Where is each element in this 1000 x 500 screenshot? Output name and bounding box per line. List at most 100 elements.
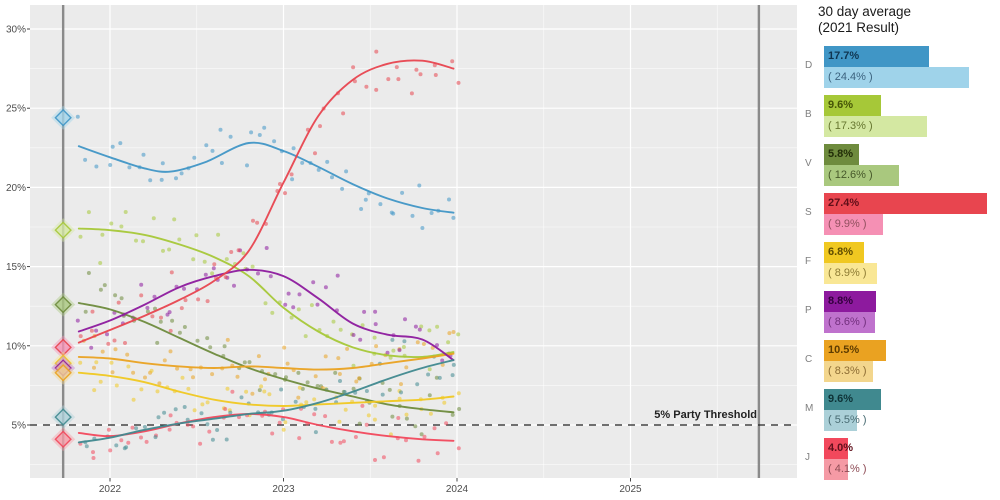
poll-point bbox=[450, 412, 455, 417]
poll-point bbox=[323, 414, 328, 419]
poll-point bbox=[169, 270, 174, 275]
party-letter-B: B bbox=[805, 109, 812, 120]
avg-value-J: 4.0% bbox=[828, 442, 854, 454]
legend-panel: 30 day average (2021 Result) D 17.7% ( 24.… bbox=[800, 0, 1000, 500]
poll-point bbox=[396, 77, 401, 82]
poll-point bbox=[123, 210, 128, 214]
poll-point bbox=[446, 340, 451, 345]
avg-bar-C: 10.5% bbox=[824, 340, 887, 361]
trend-line-J bbox=[77, 412, 455, 442]
poll-point bbox=[210, 372, 215, 377]
y-tick-label: 5% bbox=[12, 421, 27, 432]
poll-point bbox=[311, 280, 316, 285]
poll-point bbox=[131, 397, 136, 402]
poll-point bbox=[283, 302, 288, 307]
poll-point bbox=[153, 306, 157, 311]
party-letter-F: F bbox=[805, 256, 812, 267]
poll-point bbox=[262, 125, 267, 130]
poll-point bbox=[235, 374, 240, 379]
poll-point bbox=[422, 434, 427, 439]
poll-point bbox=[207, 429, 212, 434]
poll-point bbox=[139, 293, 144, 298]
x-tick-label: 2022 bbox=[99, 484, 122, 495]
poll-point bbox=[212, 262, 217, 267]
poll-point bbox=[337, 419, 342, 424]
poll-point bbox=[205, 299, 210, 304]
poll-point bbox=[364, 422, 369, 427]
result-2021-value-C: ( 8.3% ) bbox=[828, 365, 867, 377]
poll-point bbox=[194, 233, 199, 238]
poll-point bbox=[182, 325, 187, 329]
y-tick-label: 10% bbox=[6, 341, 26, 352]
avg-value-B: 9.6% bbox=[828, 99, 854, 111]
poll-point bbox=[351, 386, 356, 391]
poll-point bbox=[372, 417, 377, 422]
result-2021-diamond-C bbox=[54, 363, 72, 382]
poll-point bbox=[263, 377, 267, 382]
poll-point bbox=[291, 146, 296, 151]
poll-point bbox=[91, 456, 96, 460]
result-2021-value-D: ( 24.4% ) bbox=[828, 71, 873, 83]
poll-point bbox=[112, 338, 117, 343]
poll-point bbox=[219, 161, 224, 165]
poll-point bbox=[130, 425, 135, 430]
poll-point bbox=[429, 211, 434, 215]
poll-point bbox=[435, 451, 440, 456]
result-2021-diamond-V bbox=[54, 295, 72, 314]
poll-point bbox=[78, 234, 83, 239]
avg-bar-B: 9.6% bbox=[824, 95, 882, 116]
poll-point bbox=[155, 389, 160, 394]
result-2021-bar-F: ( 8.9% ) bbox=[824, 263, 877, 284]
result-2021-value-S: ( 9.9% ) bbox=[828, 218, 867, 230]
poll-point bbox=[94, 328, 99, 333]
poll-point bbox=[309, 303, 314, 308]
poll-point bbox=[315, 384, 320, 388]
poll-point bbox=[105, 332, 109, 337]
poll-point bbox=[183, 298, 188, 303]
party-letter-P: P bbox=[805, 305, 812, 316]
poll-point bbox=[444, 421, 449, 426]
poll-point bbox=[373, 309, 378, 314]
poll-point bbox=[289, 172, 294, 177]
poll-point bbox=[415, 382, 420, 387]
x-tick-label: 2024 bbox=[446, 484, 469, 495]
poll-point bbox=[256, 354, 261, 359]
avg-bar-P: 8.8% bbox=[824, 291, 877, 312]
poll-point bbox=[216, 232, 221, 237]
poll-point bbox=[416, 458, 421, 463]
result-2021-bar-J: ( 4.1% ) bbox=[824, 459, 867, 480]
poll-point bbox=[191, 424, 196, 429]
poll-point bbox=[289, 315, 294, 320]
poll-point bbox=[397, 396, 402, 401]
poll-point bbox=[420, 226, 425, 230]
poll-point bbox=[391, 211, 396, 216]
poll-point bbox=[360, 403, 365, 408]
poll-point bbox=[175, 366, 180, 371]
poll-point bbox=[92, 388, 97, 393]
poll-point bbox=[413, 324, 418, 329]
poll-point bbox=[139, 387, 144, 392]
result-2021-diamond-B bbox=[54, 221, 72, 239]
poll-point bbox=[419, 324, 424, 329]
poll-point bbox=[86, 210, 91, 215]
poll-point bbox=[333, 370, 338, 375]
trend-line-P bbox=[77, 268, 455, 362]
poll-point bbox=[432, 426, 437, 431]
poll-point bbox=[394, 65, 399, 70]
poll-point bbox=[278, 182, 282, 186]
poll-point bbox=[387, 387, 392, 392]
poll-point bbox=[338, 379, 342, 383]
poll-point bbox=[75, 318, 80, 323]
poll-point bbox=[199, 411, 204, 416]
poll-point bbox=[109, 221, 114, 226]
poll-point bbox=[354, 379, 359, 384]
poll-point bbox=[225, 337, 230, 342]
poll-point bbox=[357, 376, 362, 381]
poll-point bbox=[203, 272, 208, 277]
poll-point bbox=[270, 310, 275, 315]
poll-point bbox=[127, 165, 132, 170]
poll-point bbox=[418, 72, 423, 77]
y-tick-label: 30% bbox=[6, 25, 26, 36]
poll-point bbox=[195, 338, 200, 343]
poll-point bbox=[114, 383, 119, 388]
